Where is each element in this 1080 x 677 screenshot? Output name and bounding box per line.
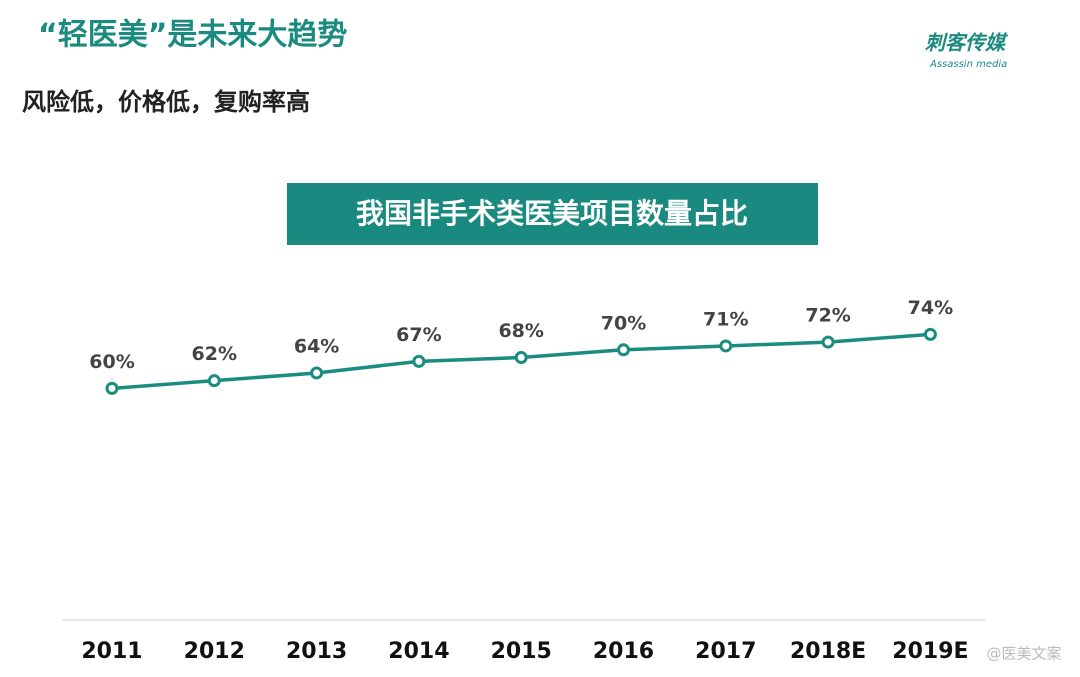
point [310,366,324,380]
logo-subtitle: Assassin media [929,59,1007,70]
point [719,339,733,353]
value-label: 72% [805,305,850,327]
x-tick-label: 2013 [286,639,347,664]
slide-subtitle: 风险低，价格低，复购率高 [22,88,310,116]
point [617,343,630,357]
x-tick-label: 2017 [695,639,756,664]
x-tick-label: 2015 [491,639,552,664]
point [923,327,937,341]
value-label: 71% [703,308,748,330]
x-tick-label: 2012 [184,639,245,664]
x-tick-label: 2011 [81,639,142,664]
point [514,351,528,365]
x-tick-label: 2014 [388,639,449,664]
chart-title: 我国非手术类医美项目数量占比 [356,197,748,230]
value-label: 74% [908,297,953,319]
x-tick-label: 2019E [892,639,968,664]
value-label: 62% [192,343,237,365]
point [821,335,835,349]
slide-title: “轻医美”是未来大趋势 [38,18,347,53]
chart-title-box [287,183,818,245]
value-label: 68% [498,320,543,342]
logo: 刺客传媒 [925,31,1009,55]
value-label: 60% [89,351,134,373]
value-label: 64% [294,335,339,357]
value-label: 70% [601,312,646,334]
x-tick-label: 2016 [593,639,654,664]
x-tick-label: 2018E [790,639,866,664]
value-label: 67% [396,324,441,346]
watermark: @医美文案 [986,645,1061,663]
point [207,374,221,388]
point [412,354,426,368]
point [105,381,119,395]
